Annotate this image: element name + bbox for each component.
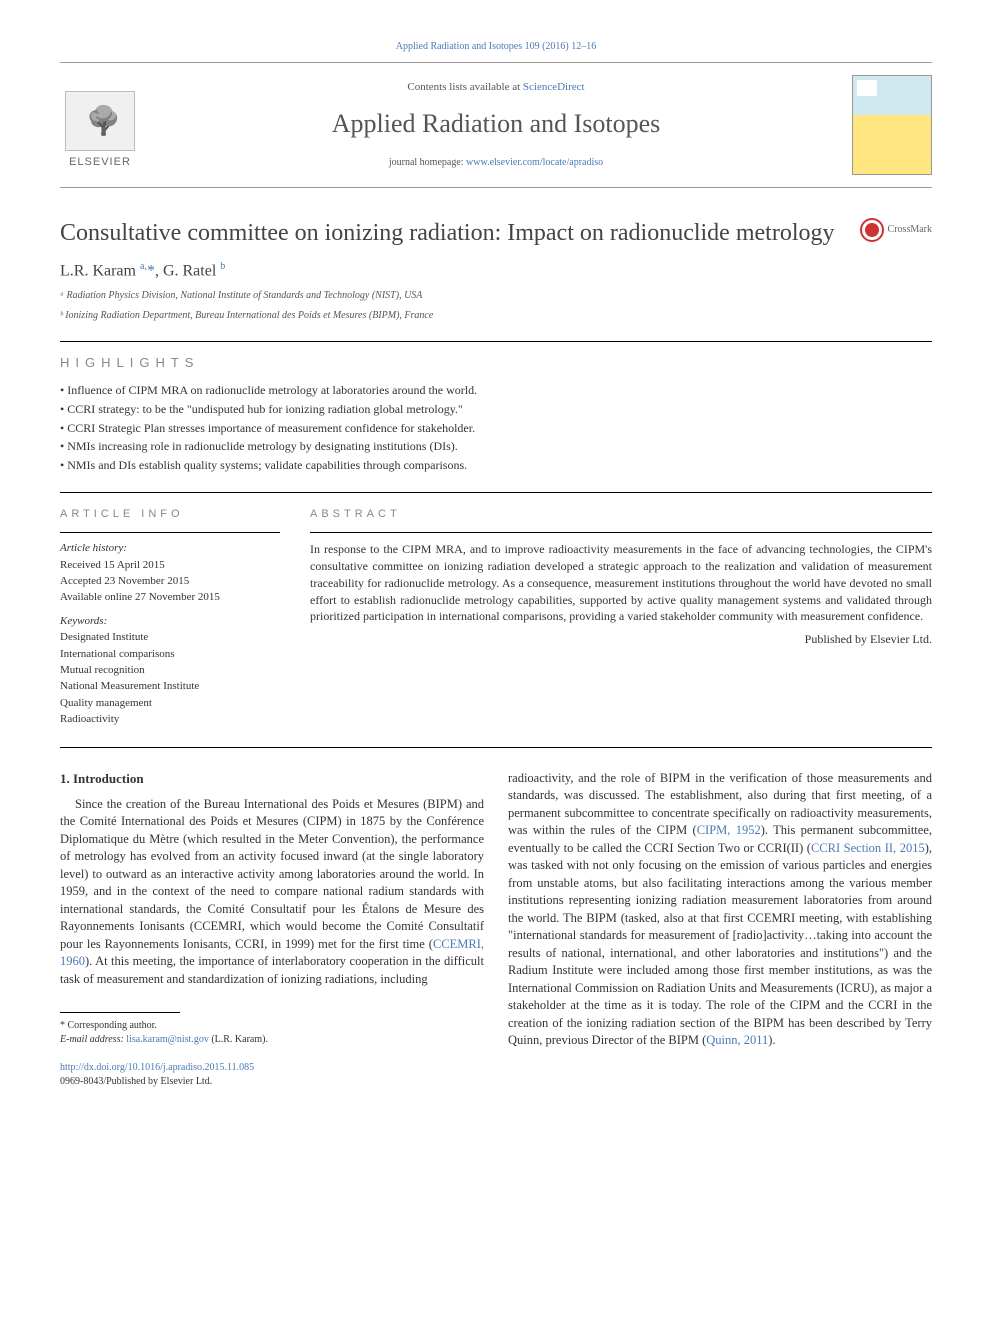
keyword: Designated Institute xyxy=(60,630,280,645)
keyword: Radioactivity xyxy=(60,712,280,727)
affiliation: ᵇ Ionizing Radiation Department, Bureau … xyxy=(60,309,932,323)
highlight-item: CCRI Strategic Plan stresses importance … xyxy=(60,420,932,437)
corresponding-author-note: * Corresponding author. xyxy=(60,1019,484,1033)
homepage-line: journal homepage: www.elsevier.com/locat… xyxy=(152,156,840,170)
citation-link[interactable]: CIPM, 1952 xyxy=(697,823,761,837)
keyword: Mutual recognition xyxy=(60,663,280,678)
article-title: Consultative committee on ionizing radia… xyxy=(60,218,844,248)
keywords-label: Keywords: xyxy=(60,614,280,629)
crossmark-icon xyxy=(860,218,884,242)
body-paragraph: Since the creation of the Bureau Interna… xyxy=(60,796,484,989)
journal-name: Applied Radiation and Isotopes xyxy=(152,106,840,142)
elsevier-text: ELSEVIER xyxy=(69,155,131,170)
affiliation: ᵃ Radiation Physics Division, National I… xyxy=(60,289,932,303)
issn-line: 0969-8043/Published by Elsevier Ltd. xyxy=(60,1076,212,1087)
keyword: Quality management xyxy=(60,696,280,711)
highlight-item: Influence of CIPM MRA on radionuclide me… xyxy=(60,382,932,399)
crossmark-badge[interactable]: CrossMark xyxy=(860,218,932,242)
homepage-prefix: journal homepage: xyxy=(389,157,466,168)
citation-link[interactable]: CCRI Section II, 2015 xyxy=(811,841,925,855)
elsevier-tree-icon xyxy=(65,91,135,151)
separator xyxy=(60,532,280,533)
abstract-heading: ABSTRACT xyxy=(310,507,932,522)
journal-cover-thumb xyxy=(852,75,932,175)
highlight-item: NMIs increasing role in radionuclide met… xyxy=(60,438,932,455)
highlights-list: Influence of CIPM MRA on radionuclide me… xyxy=(60,382,932,474)
article-info-heading: ARTICLE INFO xyxy=(60,507,280,522)
email-name: (L.R. Karam). xyxy=(209,1034,268,1045)
body-column-left: 1. Introduction Since the creation of th… xyxy=(60,770,484,1090)
sciencedirect-link[interactable]: ScienceDirect xyxy=(523,81,585,93)
article-history: Received 15 April 2015Accepted 23 Novemb… xyxy=(60,558,280,606)
history-item: Received 15 April 2015 xyxy=(60,558,280,573)
email-label: E-mail address: xyxy=(60,1034,126,1045)
crossmark-label: CrossMark xyxy=(888,223,932,237)
separator xyxy=(310,532,932,533)
introduction-heading: 1. Introduction xyxy=(60,770,484,788)
highlight-item: CCRI strategy: to be the "undisputed hub… xyxy=(60,401,932,418)
publisher-credit: Published by Elsevier Ltd. xyxy=(310,631,932,648)
separator xyxy=(60,492,932,493)
highlights-heading: HIGHLIGHTS xyxy=(60,354,932,372)
journal-issue-header: Applied Radiation and Isotopes 109 (2016… xyxy=(60,40,932,54)
highlight-item: NMIs and DIs establish quality systems; … xyxy=(60,457,932,474)
citation-link[interactable]: Quinn, 2011 xyxy=(706,1033,768,1047)
email-link[interactable]: lisa.karam@nist.gov xyxy=(126,1034,209,1045)
body-paragraph: radioactivity, and the role of BIPM in t… xyxy=(508,770,932,1050)
keyword: National Measurement Institute xyxy=(60,679,280,694)
email-footnote: E-mail address: lisa.karam@nist.gov (L.R… xyxy=(60,1033,484,1047)
elsevier-logo: ELSEVIER xyxy=(60,80,140,170)
doi-block: http://dx.doi.org/10.1016/j.apradiso.201… xyxy=(60,1061,484,1089)
journal-header: ELSEVIER Contents lists available at Sci… xyxy=(60,62,932,188)
history-item: Available online 27 November 2015 xyxy=(60,590,280,605)
abstract-text: In response to the CIPM MRA, and to impr… xyxy=(310,541,932,625)
contents-prefix: Contents lists available at xyxy=(407,81,522,93)
doi-link[interactable]: http://dx.doi.org/10.1016/j.apradiso.201… xyxy=(60,1062,254,1073)
citation-link[interactable]: CCEMRI, 1960 xyxy=(60,937,484,969)
body-column-right: radioactivity, and the role of BIPM in t… xyxy=(508,770,932,1090)
footnote-separator xyxy=(60,1012,180,1013)
authors: L.R. Karam a,*, G. Ratel b xyxy=(60,260,932,283)
contents-line: Contents lists available at ScienceDirec… xyxy=(152,80,840,95)
keyword: International comparisons xyxy=(60,647,280,662)
separator xyxy=(60,747,932,748)
separator xyxy=(60,341,932,342)
history-label: Article history: xyxy=(60,541,280,556)
keywords-list: Designated Institute International compar… xyxy=(60,630,280,727)
history-item: Accepted 23 November 2015 xyxy=(60,574,280,589)
homepage-link[interactable]: www.elsevier.com/locate/apradiso xyxy=(466,157,603,168)
